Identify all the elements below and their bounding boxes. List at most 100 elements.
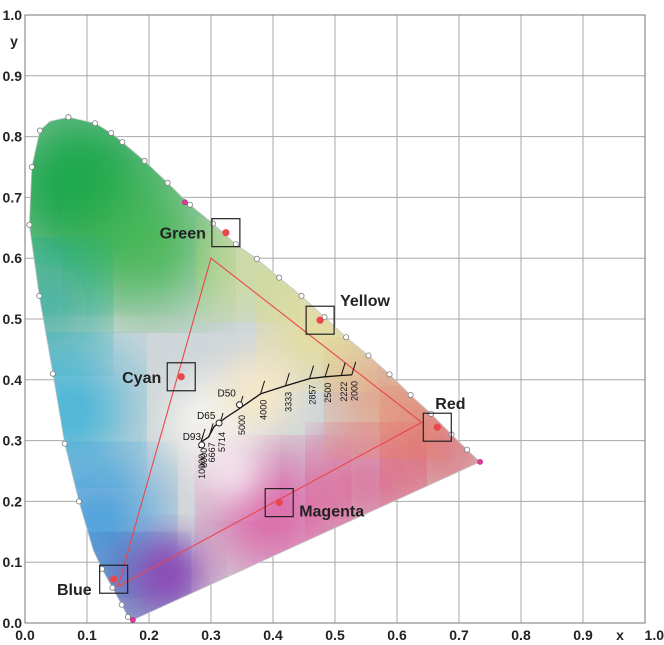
locus-marker bbox=[92, 120, 99, 127]
primary-point bbox=[433, 423, 441, 431]
y-tick-label: 0.0 bbox=[3, 615, 23, 631]
cct-tick bbox=[284, 372, 290, 387]
x-tick-label: 0.6 bbox=[387, 627, 407, 643]
white-point-label: D50 bbox=[218, 389, 237, 400]
white-point-label: D93 bbox=[183, 432, 202, 443]
cct-label: 5714 bbox=[217, 432, 227, 452]
locus-endpoint bbox=[182, 199, 188, 206]
y-tick-label: 0.3 bbox=[3, 433, 23, 449]
color-region bbox=[223, 354, 298, 430]
locus-marker bbox=[49, 370, 56, 377]
y-axis-label: y bbox=[10, 33, 18, 49]
locus-endpoint bbox=[129, 617, 136, 623]
white-point-label: D65 bbox=[197, 411, 216, 422]
locus-marker bbox=[75, 498, 82, 505]
y-tick-label: 0.9 bbox=[3, 68, 23, 84]
color-region bbox=[29, 257, 94, 357]
locus-marker bbox=[365, 352, 372, 359]
y-tick-label: 0.2 bbox=[3, 493, 23, 509]
white-point-marker bbox=[236, 401, 244, 409]
locus-marker bbox=[119, 139, 126, 146]
x-tick-label: 0.5 bbox=[325, 627, 345, 643]
color-region bbox=[198, 440, 261, 502]
locus-marker bbox=[118, 601, 125, 608]
locus-marker bbox=[209, 220, 216, 227]
x-axis-label: x bbox=[616, 627, 624, 643]
locus-marker bbox=[298, 292, 305, 299]
cct-label: 2500 bbox=[323, 383, 333, 403]
cct-tick bbox=[324, 363, 330, 377]
cct-tick bbox=[200, 428, 206, 442]
y-tick-label: 0.4 bbox=[3, 372, 23, 388]
primary-label: Magenta bbox=[299, 504, 364, 521]
color-region bbox=[130, 537, 205, 612]
locus-marker bbox=[36, 127, 43, 134]
primary-box bbox=[166, 362, 196, 392]
locus-marker bbox=[343, 334, 350, 341]
locus-marker bbox=[141, 157, 148, 164]
primary-box bbox=[422, 412, 452, 442]
cct-tick bbox=[340, 362, 346, 376]
primary-label: Cyan bbox=[122, 370, 161, 387]
primary-label: Blue bbox=[57, 582, 92, 599]
x-tick-label: 0.2 bbox=[139, 627, 159, 643]
y-tick-label: 0.1 bbox=[3, 554, 23, 570]
primary-box bbox=[264, 488, 294, 518]
planckian-curve bbox=[198, 374, 352, 449]
x-tick-label: 0.7 bbox=[449, 627, 469, 643]
x-tick-label: 0.8 bbox=[511, 627, 531, 643]
primary-box bbox=[305, 305, 335, 335]
x-tick-label: 0.0 bbox=[15, 627, 35, 643]
locus-marker bbox=[186, 201, 193, 208]
primary-point bbox=[316, 316, 324, 324]
cct-label: 5000 bbox=[237, 415, 247, 435]
primary-label: Yellow bbox=[340, 293, 390, 310]
cct-label: 10000 bbox=[197, 454, 207, 479]
cct-label: 2000 bbox=[350, 381, 360, 401]
locus-marker bbox=[65, 114, 72, 121]
locus-marker bbox=[407, 391, 414, 398]
locus-marker bbox=[232, 241, 239, 248]
white-point-marker bbox=[215, 419, 223, 427]
locus-marker bbox=[26, 221, 33, 228]
color-region bbox=[29, 354, 125, 467]
axes: 0.0 0.1 0.2 0.3 0.4 0.5 0.6 0.7 0.8 0.9 1.0 0.0 0.1 0… bbox=[3, 7, 664, 643]
primary-box bbox=[211, 218, 241, 248]
locus-marker bbox=[28, 163, 35, 170]
chromaticity-fill bbox=[29, 117, 481, 620]
gamut-triangle bbox=[117, 257, 423, 588]
x-tick-label: 1.0 bbox=[645, 627, 664, 643]
x-tick-label: 0.3 bbox=[201, 627, 221, 643]
x-tick-label: 0.1 bbox=[77, 627, 97, 643]
cct-label: 2222 bbox=[339, 382, 349, 402]
cct-label: 8000 bbox=[199, 448, 209, 468]
cct-tick bbox=[208, 423, 214, 437]
locus-marker bbox=[428, 410, 435, 417]
primary-point bbox=[177, 373, 185, 381]
y-tick-label: 0.6 bbox=[3, 250, 23, 266]
cct-label: 3333 bbox=[283, 392, 293, 412]
locus-endpoint bbox=[477, 458, 483, 465]
y-tick-label: 0.5 bbox=[3, 311, 23, 327]
cct-tick bbox=[351, 361, 357, 376]
cct-tick bbox=[260, 380, 266, 394]
x-tick-label: 0.9 bbox=[573, 627, 593, 643]
color-region bbox=[87, 184, 211, 309]
y-tick-label: 1.0 bbox=[3, 7, 23, 23]
locus-marker bbox=[464, 446, 471, 453]
primary-box bbox=[99, 564, 129, 594]
locus-marker bbox=[276, 274, 283, 281]
locus-marker bbox=[108, 129, 115, 136]
locus-marker bbox=[124, 613, 131, 620]
locus-marker bbox=[109, 584, 116, 591]
locus-marker bbox=[61, 440, 68, 447]
cct-label: 4000 bbox=[259, 400, 269, 420]
primary-label: Red bbox=[435, 396, 465, 413]
primary-point bbox=[275, 499, 283, 507]
x-tick-label: 0.4 bbox=[263, 627, 283, 643]
locus-marker bbox=[36, 292, 43, 299]
gamut-triangle-edges bbox=[117, 257, 423, 588]
y-tick-label: 0.8 bbox=[3, 129, 23, 145]
